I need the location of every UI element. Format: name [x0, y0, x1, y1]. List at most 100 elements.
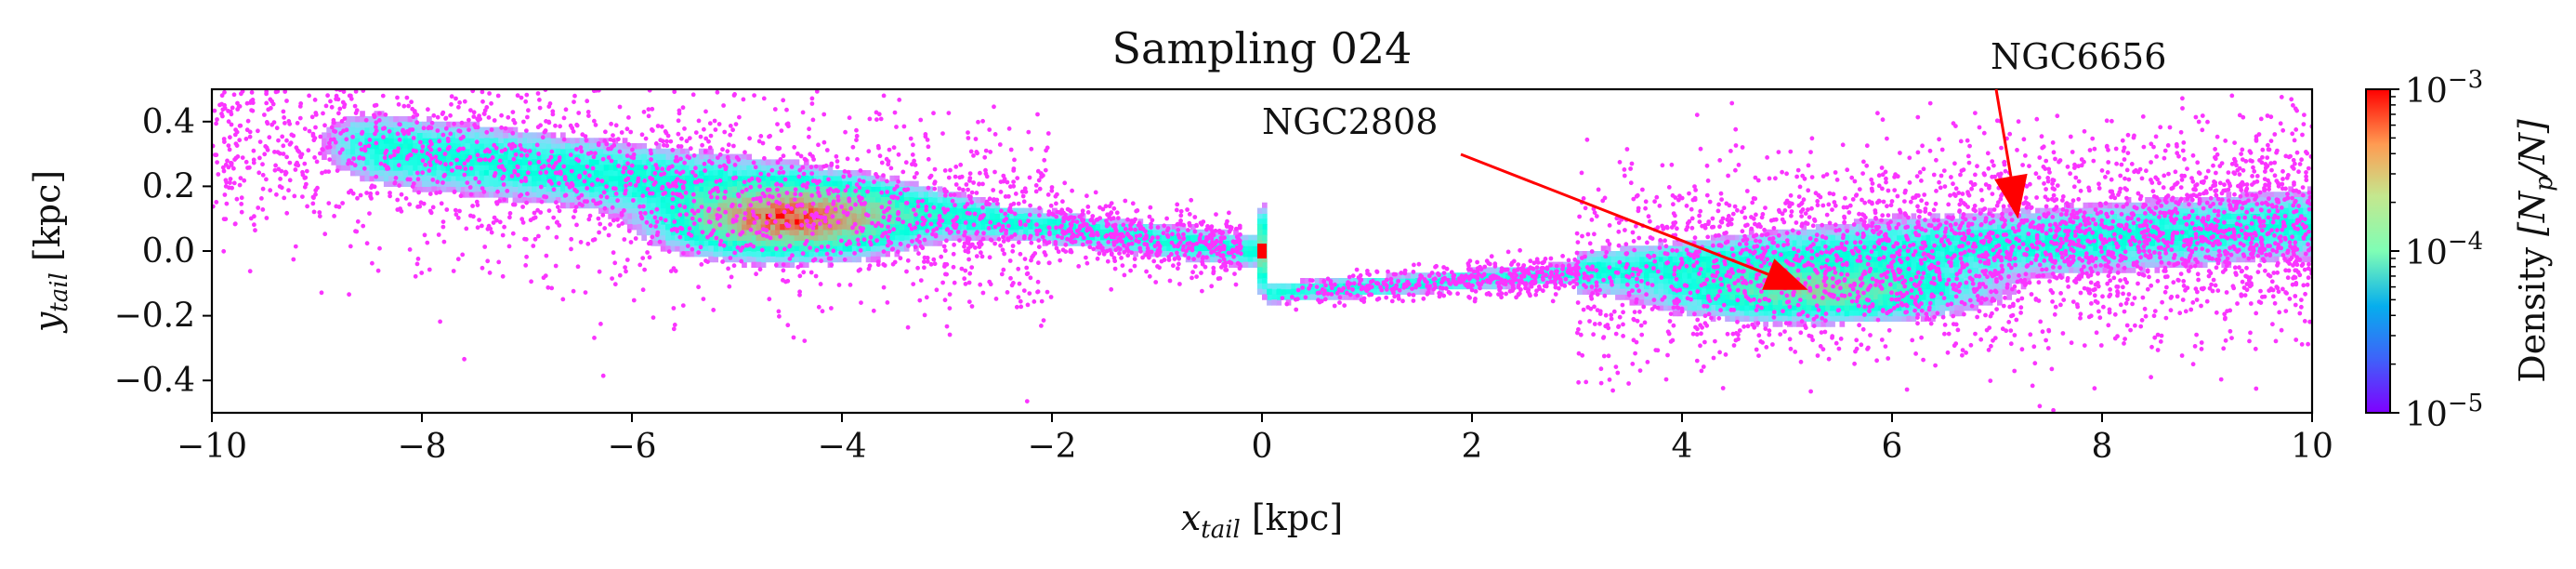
- density-cells: [1242, 261, 1249, 268]
- colorbar-label-end: /N]: [2512, 119, 2553, 179]
- x-tick-label: −2: [1027, 428, 1076, 466]
- y-tick-label: −0.2: [114, 298, 195, 336]
- density-scatter: [212, 89, 2312, 413]
- colorbar-label: Density [Np/N]: [2512, 119, 2558, 383]
- density-cells: [798, 229, 805, 236]
- x-tick-label: −10: [177, 428, 247, 466]
- x-tick-label: 6: [1882, 428, 1903, 466]
- annotations: NGC2808 NGC6656: [1262, 36, 2166, 290]
- density-cells: [870, 207, 876, 214]
- density-cells: [818, 202, 823, 209]
- density-cells: [784, 213, 791, 219]
- density-cells: [798, 234, 805, 241]
- density-cells: [794, 234, 800, 241]
- density-cells: [813, 218, 857, 236]
- annotation-arrow-shaft: [1460, 152, 1769, 276]
- density-cells: [827, 234, 834, 241]
- density-cells: [498, 132, 504, 139]
- density-cells: [570, 148, 2112, 284]
- density-cells: [641, 234, 647, 241]
- x-tick-label: −6: [607, 428, 656, 466]
- density-cells: [1801, 288, 1807, 295]
- density-cells: [746, 197, 752, 204]
- x-tick-label: 10: [2291, 428, 2333, 466]
- density-cells: [1801, 299, 1807, 306]
- density-cells: [536, 192, 542, 198]
- colorbar-label-sub: p: [2530, 176, 2558, 192]
- density-cells: [808, 207, 814, 214]
- y-tick-label: 0.2: [142, 167, 195, 205]
- density-cells: [822, 197, 829, 204]
- x-axis-label-sub: tail: [1201, 516, 1241, 544]
- density-cells: [813, 213, 843, 241]
- colorbar-label-prefix: Density: [2512, 246, 2553, 382]
- density-cells: [813, 197, 819, 204]
- colorbar-ticks: 10−3 10−4 10−5: [2390, 66, 2483, 434]
- density-cells: [746, 234, 791, 241]
- density-cells: [350, 116, 2175, 317]
- x-tick-label: −4: [817, 428, 866, 466]
- density-cells: [1801, 229, 1807, 236]
- density-cells: [708, 245, 714, 252]
- density-cells: [756, 207, 762, 214]
- density-cells: [675, 202, 2208, 322]
- density-cells: [1758, 315, 1764, 322]
- density-cells: [803, 229, 809, 236]
- colorbar-tick-label: 10−5: [2405, 390, 2483, 434]
- density-cells: [822, 202, 848, 231]
- center-marker: [1257, 244, 1267, 258]
- density-cells: [756, 207, 785, 219]
- annotation-arrow-shaft: [1994, 88, 2013, 178]
- density-cells: [737, 207, 767, 219]
- y-axis-label-unit: [kpc]: [27, 170, 68, 261]
- density-cells: [708, 213, 714, 219]
- x-tick-label: 0: [1252, 428, 1273, 466]
- density-cells: [756, 224, 762, 231]
- x-axis-label-unit: [kpc]: [1252, 497, 1343, 538]
- x-axis: −10 −8 −6 −4 −2 0 2 4 6 8 10: [177, 413, 2333, 466]
- x-tick-label: 8: [2092, 428, 2113, 466]
- density-cells: [746, 213, 752, 219]
- density-cells: [775, 224, 781, 231]
- colorbar: [2365, 88, 2391, 414]
- density-cells: [2288, 213, 2293, 219]
- x-axis-label-var: x: [1181, 497, 1201, 538]
- density-cells: [851, 197, 872, 209]
- density-cells: [784, 218, 819, 231]
- density-cells: [784, 197, 791, 204]
- density-cells: [856, 218, 862, 225]
- x-tick-label: −8: [397, 428, 446, 466]
- density-cells: [742, 202, 805, 225]
- density-cells: [737, 224, 743, 231]
- density-cells: [1820, 299, 1826, 306]
- density-cells: [961, 192, 967, 198]
- density-cells: [789, 197, 819, 225]
- density-cells: [818, 229, 823, 236]
- density-cells: [2264, 192, 2270, 198]
- x-tick-label: 2: [1462, 428, 1483, 466]
- density-cells: [794, 229, 800, 236]
- density-cells: [794, 197, 838, 225]
- density-cells: [760, 207, 767, 214]
- density-cells: [713, 202, 718, 209]
- density-cells: [742, 197, 747, 204]
- density-cells: [1810, 283, 1826, 295]
- annotation-arrow-head: [1994, 173, 2028, 219]
- y-axis-label: ytail [kpc]: [27, 170, 73, 334]
- colorbar-label-math: [N: [2512, 190, 2553, 236]
- density-cells: [789, 218, 795, 225]
- density-cells: [1964, 294, 1969, 300]
- y-tick-label: 0.4: [142, 103, 195, 141]
- density-cells: [717, 202, 729, 209]
- density-cells: [780, 224, 785, 231]
- density-cells: [803, 202, 809, 209]
- density-cells: [1787, 288, 1793, 295]
- density-cells: [703, 218, 709, 225]
- density-cells: [770, 207, 785, 225]
- density-cells: [398, 126, 2127, 306]
- density-cells: [1262, 234, 1268, 241]
- density-cells: [2031, 272, 2036, 279]
- density-cells: [775, 207, 781, 214]
- density-cells: [794, 207, 800, 214]
